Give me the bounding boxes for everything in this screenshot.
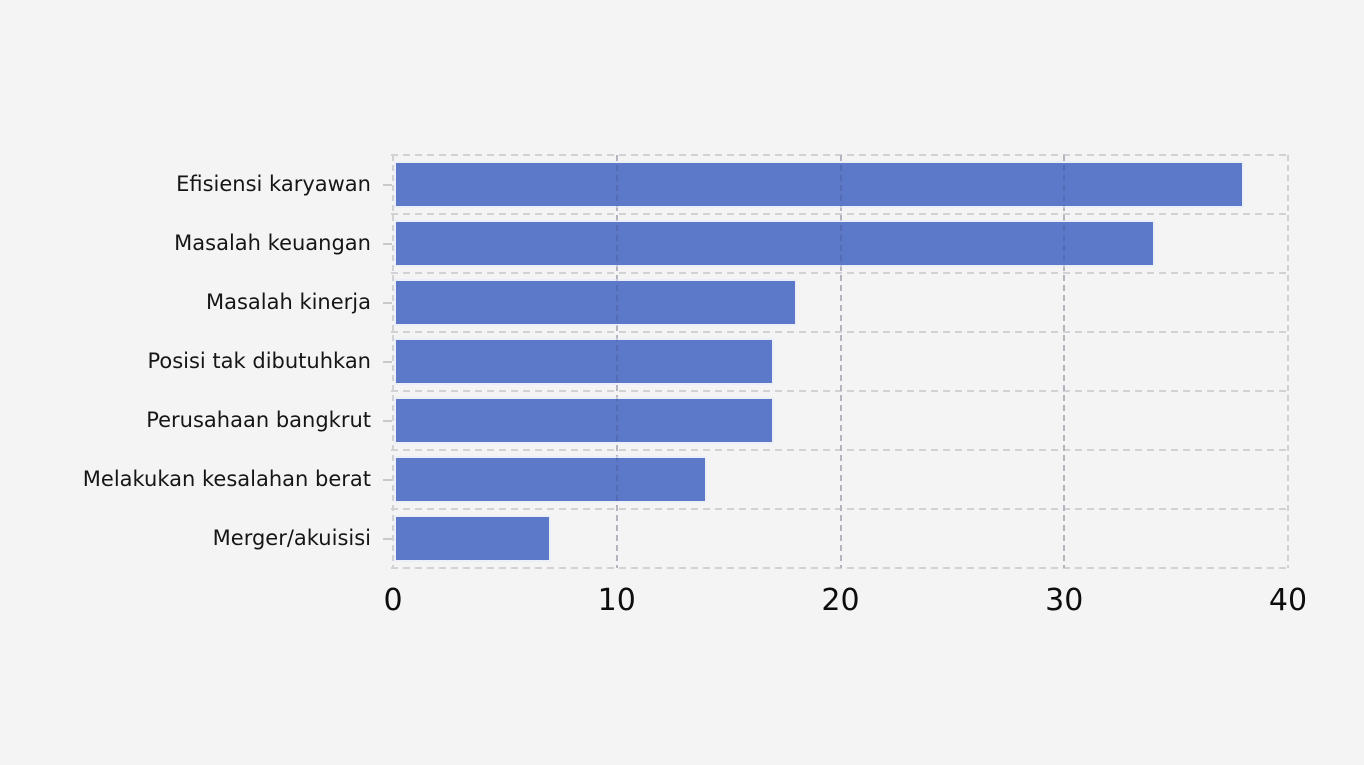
gridline-vertical-overlay (616, 155, 618, 568)
y-axis-tick (383, 479, 392, 481)
x-tick-label: 0 (383, 583, 403, 618)
gridline-vertical-overlay (1063, 155, 1065, 568)
category-label: Melakukan kesalahan berat (82, 467, 371, 491)
gridline-vertical (840, 155, 842, 568)
category-label: Masalah keuangan (174, 231, 371, 255)
y-axis-tick (383, 420, 392, 422)
gridline-vertical (1287, 155, 1289, 568)
y-axis-tick (383, 302, 392, 304)
bar (394, 279, 797, 326)
bar (394, 338, 775, 385)
gridline-vertical (1063, 155, 1065, 568)
category-label: Masalah kinerja (205, 290, 371, 314)
category-label: Efisiensi karyawan (176, 172, 371, 196)
category-axis: Efisiensi karyawan Masalah keuangan Masala… (0, 155, 371, 568)
y-axis-tick (383, 361, 392, 363)
y-axis-tick (383, 538, 392, 540)
category-label: Perusahaan bangkrut (146, 408, 371, 432)
bar (394, 220, 1155, 267)
x-tick-label: 10 (597, 583, 636, 618)
bar (394, 515, 551, 562)
gridline-vertical (392, 155, 394, 568)
category-label: Merger/akuisisi (212, 526, 371, 550)
x-tick-label: 30 (1045, 583, 1084, 618)
plot-area (383, 154, 1290, 569)
x-tick-label: 20 (821, 583, 860, 618)
bar (394, 456, 708, 503)
value-axis: 0 10 20 30 40 (383, 583, 1307, 627)
bar (394, 161, 1245, 208)
bar (394, 397, 775, 444)
gridline-vertical-overlay (840, 155, 842, 568)
category-label: Posisi tak dibutuhkan (147, 349, 371, 373)
gridline-horizontal (391, 567, 1290, 569)
y-axis-tick (383, 184, 392, 186)
y-axis-tick (383, 243, 392, 245)
x-tick-label: 40 (1268, 583, 1308, 618)
